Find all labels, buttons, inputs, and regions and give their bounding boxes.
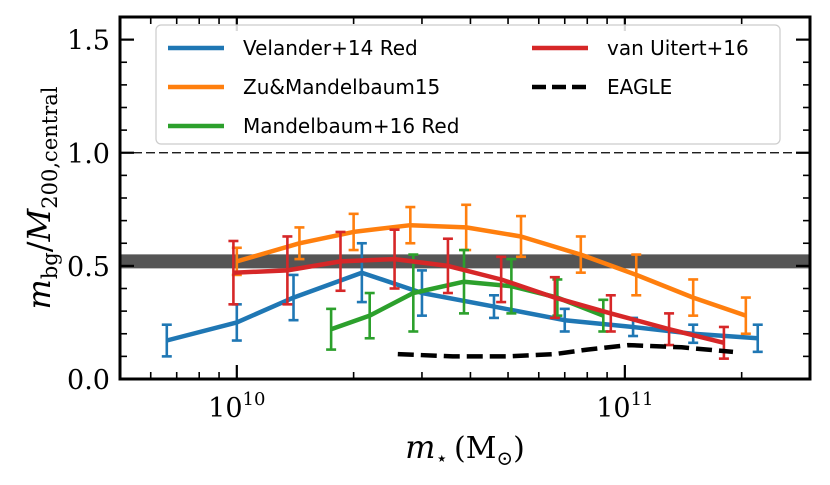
legend-label: EAGLE <box>607 75 672 99</box>
series-line <box>166 270 758 343</box>
legend-item: Zu&Mandelbaum15 <box>168 75 440 99</box>
legend-item: van Uitert+16 <box>532 36 749 60</box>
series-1 <box>231 203 751 336</box>
legend-item: Mandelbaum+16 Red <box>168 114 459 138</box>
y-tick-label: 0.5 <box>67 252 110 283</box>
series-line <box>233 256 725 345</box>
errorbar <box>752 323 763 354</box>
legend: Velander+14 Red Zu&Mandelbaum15 Mandelbaum… <box>155 24 781 145</box>
series-line <box>236 222 747 318</box>
series-4 <box>397 342 734 359</box>
errorbar <box>718 325 729 360</box>
legend-item: EAGLE <box>532 75 672 99</box>
x-tick-label: 1010 <box>208 389 265 424</box>
ticks: 0.0 0.5 1.0 1.5 1010 1011 <box>67 16 811 424</box>
legend-label: Velander+14 Red <box>243 36 418 60</box>
y-tick-label: 1.0 <box>67 139 110 170</box>
x-axis-label: m⋆ (M⊙) <box>405 428 525 470</box>
series-line <box>397 342 734 359</box>
legend-label: Mandelbaum+16 Red <box>243 114 459 138</box>
y-axis-label: mbg/M200,central <box>20 86 62 309</box>
errorbar <box>161 323 172 358</box>
series-3 <box>228 228 729 360</box>
series-layer <box>161 203 763 360</box>
legend-label: van Uitert+16 <box>607 36 749 60</box>
y-tick-label: 0.0 <box>67 365 110 396</box>
series-line <box>330 279 605 332</box>
series-0 <box>161 241 763 358</box>
x-tick-label: 1011 <box>596 389 653 424</box>
legend-item: Velander+14 Red <box>168 36 418 60</box>
y-tick-label: 1.5 <box>67 26 110 57</box>
legend-box <box>155 24 781 145</box>
errorbar <box>740 296 751 336</box>
legend-label: Zu&Mandelbaum15 <box>243 75 440 99</box>
